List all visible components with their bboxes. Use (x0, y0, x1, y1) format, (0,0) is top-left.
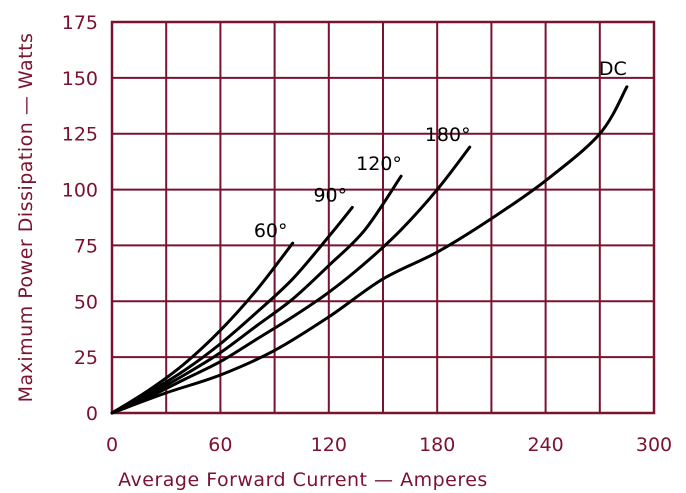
x-tick-label: 300 (636, 434, 672, 456)
y-tick-label: 100 (62, 180, 98, 202)
plot-frame (110, 20, 656, 415)
curve-label: 90° (313, 184, 347, 206)
x-tick-label: 120 (311, 434, 347, 456)
curve-60deg (110, 241, 295, 415)
curve-180deg (110, 145, 472, 415)
curve-label: 120° (356, 153, 402, 175)
y-tick-label: 0 (86, 403, 98, 425)
y-tick-labels: 0 25 50 75 100 125 150 175 (62, 12, 98, 425)
curve-120deg (110, 174, 403, 415)
curve-label: 180° (425, 124, 471, 146)
y-tick-label: 50 (74, 291, 98, 313)
y-tick-label: 25 (74, 347, 98, 369)
x-axis-title: Average Forward Current — Amperes (118, 469, 488, 491)
x-tick-label: 180 (419, 434, 455, 456)
y-tick-label: 175 (62, 12, 98, 34)
x-tick-labels: 0 60 120 180 240 300 (106, 434, 672, 456)
grid (112, 22, 654, 413)
curve-label: DC (599, 58, 627, 80)
curve-label: 60° (254, 220, 288, 242)
y-tick-label: 75 (74, 235, 98, 257)
y-tick-label: 125 (62, 124, 98, 146)
y-axis-title: Maximum Power Dissipation — Watts (15, 33, 37, 403)
curve-labels: 60° 90° 120° 180° DC (254, 58, 627, 242)
x-tick-label: 240 (527, 434, 563, 456)
curve-90deg (110, 205, 354, 415)
curves (110, 85, 629, 415)
x-tick-label: 0 (106, 434, 118, 456)
x-tick-label: 60 (208, 434, 232, 456)
y-tick-label: 150 (62, 68, 98, 90)
curve-dc (110, 85, 629, 415)
